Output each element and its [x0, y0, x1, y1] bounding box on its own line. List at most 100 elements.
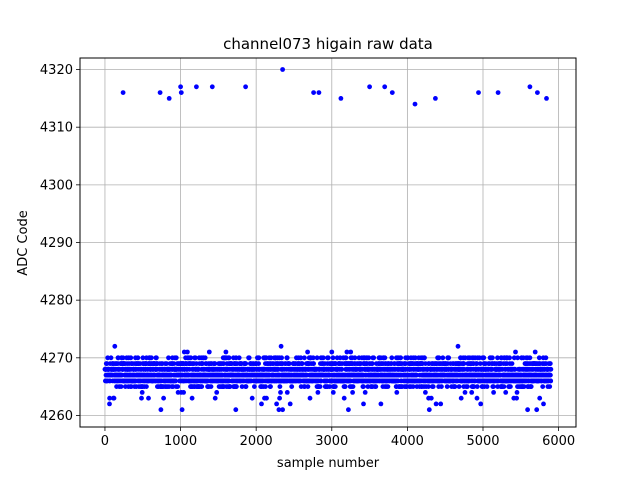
baseline-point: [452, 384, 458, 389]
baseline-point: [311, 361, 316, 366]
baseline-point: [491, 384, 496, 389]
y-tick-label: 4320: [40, 63, 73, 78]
data-point: [476, 90, 481, 95]
baseline-point: [286, 361, 292, 366]
baseline-point: [511, 355, 517, 361]
baseline-point: [474, 384, 480, 389]
data-point: [329, 349, 335, 355]
data-point: [535, 90, 540, 95]
baseline-point: [166, 355, 171, 361]
baseline-point: [289, 384, 295, 389]
baseline-point: [284, 355, 290, 361]
x-tick-label: 3000: [315, 434, 348, 449]
data-point: [316, 90, 322, 95]
x-tick-label: 6000: [542, 434, 575, 449]
data-point: [433, 96, 438, 101]
data-point: [223, 349, 229, 355]
baseline-point: [189, 395, 195, 401]
data-point: [194, 84, 199, 90]
baseline-point: [477, 361, 483, 366]
baseline-point: [422, 355, 427, 361]
baseline-point: [508, 384, 513, 389]
baseline-point: [514, 395, 519, 401]
baseline-point: [398, 355, 404, 361]
baseline-point: [111, 395, 117, 401]
baseline-point: [140, 355, 146, 361]
data-point: [544, 96, 549, 101]
baseline-point: [318, 378, 324, 384]
baseline-point: [507, 355, 512, 361]
baseline-point: [474, 395, 480, 401]
baseline-point: [118, 384, 124, 389]
baseline-point: [430, 384, 436, 389]
baseline-point: [439, 384, 444, 389]
baseline-point: [139, 395, 144, 401]
baseline-point: [456, 384, 462, 389]
baseline-point: [277, 384, 283, 389]
data-point: [367, 84, 372, 90]
baseline-point: [341, 395, 347, 401]
baseline-point: [471, 384, 477, 389]
baseline-point: [543, 355, 549, 361]
baseline-point: [315, 390, 321, 395]
data-point: [338, 96, 344, 101]
baseline-point: [212, 361, 218, 366]
baseline-point: [362, 390, 368, 395]
baseline-point: [236, 355, 242, 361]
baseline-point: [540, 384, 546, 389]
baseline-point: [256, 361, 261, 366]
x-tick-label: 4000: [391, 434, 424, 449]
baseline-point: [495, 355, 500, 361]
baseline-point: [108, 355, 114, 361]
baseline-point: [171, 361, 177, 366]
baseline-point: [139, 390, 145, 395]
baseline-point: [414, 372, 419, 378]
baseline-point: [104, 361, 110, 366]
baseline-point: [547, 361, 553, 366]
x-tick-label: 5000: [466, 434, 499, 449]
baseline-point: [246, 355, 252, 361]
x-tick-label: 1000: [164, 434, 197, 449]
baseline-point: [342, 384, 348, 389]
baseline-point: [128, 355, 134, 361]
data-point: [389, 90, 395, 95]
baseline-point: [382, 355, 388, 361]
baseline-point: [509, 361, 515, 366]
baseline-point: [339, 366, 345, 372]
data-point: [527, 84, 533, 90]
data-point: [209, 84, 215, 90]
baseline-point: [458, 395, 464, 401]
data-point: [158, 407, 164, 413]
baseline-point: [352, 355, 358, 361]
baseline-point: [263, 384, 268, 389]
baseline-point: [317, 384, 323, 389]
baseline-point: [305, 384, 311, 389]
data-point: [305, 349, 310, 355]
data-point: [311, 90, 316, 95]
baseline-point: [107, 395, 112, 401]
baseline-point: [491, 390, 496, 395]
baseline-point: [373, 384, 379, 389]
baseline-point: [332, 384, 338, 389]
data-point: [532, 349, 538, 355]
data-point: [346, 407, 351, 413]
x-axis-label: sample number: [277, 456, 380, 471]
data-point: [280, 67, 285, 72]
baseline-point: [278, 390, 283, 395]
baseline-point: [440, 355, 446, 361]
baseline-point: [164, 361, 169, 366]
axis-ticks: 0 1000 2000 3000 4000 5000 6000 4260 4270 4280 429…: [40, 63, 575, 449]
baseline-point: [214, 390, 220, 395]
data-point: [206, 349, 212, 355]
baseline-point: [469, 390, 475, 395]
baseline-point: [302, 384, 307, 389]
data-point: [120, 90, 126, 95]
baseline-point: [264, 395, 269, 401]
baseline-point: [212, 395, 218, 401]
baseline-point: [243, 361, 249, 366]
baseline-point: [239, 384, 245, 389]
baseline-point: [428, 395, 434, 401]
baseline-point: [277, 395, 282, 401]
y-axis-label: ADC Code: [16, 210, 31, 275]
baseline-point: [503, 390, 509, 395]
